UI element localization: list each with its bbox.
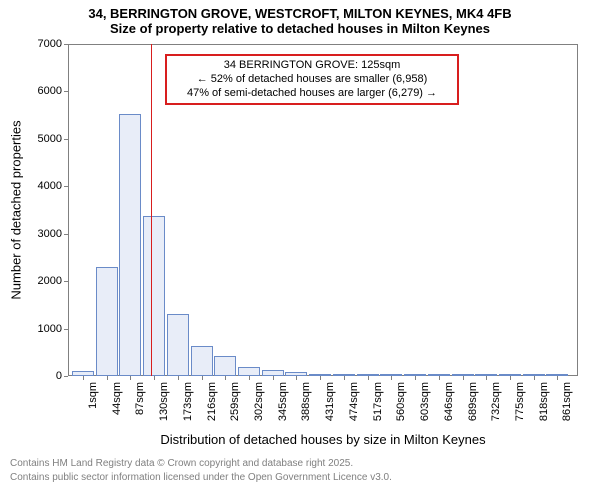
histogram-bar: [428, 374, 450, 376]
histogram-bar: [72, 371, 94, 376]
ytick-label: 0: [56, 370, 68, 382]
footer-line1: Contains HM Land Registry data © Crown c…: [10, 458, 353, 469]
histogram-bar: [499, 374, 521, 376]
xtick-label: 388sqm: [300, 376, 312, 421]
info-box-line1: 34 BERRINGTON GROVE: 125sqm: [173, 59, 451, 73]
ytick-label: 3000: [38, 228, 68, 240]
xtick-label: 216sqm: [206, 376, 218, 421]
xtick-label: 603sqm: [419, 376, 431, 421]
title-line2: Size of property relative to detached ho…: [0, 21, 600, 36]
xtick-label: 732sqm: [490, 376, 502, 421]
histogram-bar: [475, 374, 497, 376]
xtick-label: 44sqm: [111, 376, 123, 415]
title-line1: 34, BERRINGTON GROVE, WESTCROFT, MILTON …: [0, 0, 600, 21]
histogram-bar: [143, 216, 165, 376]
ytick-label: 4000: [38, 180, 68, 192]
xtick-label: 517sqm: [372, 376, 384, 421]
y-axis-label: Number of detached properties: [9, 120, 24, 299]
histogram-bar: [96, 267, 118, 376]
histogram-bar: [238, 367, 260, 376]
xtick-label: 431sqm: [324, 376, 336, 421]
histogram-bar: [452, 374, 474, 376]
histogram-bar: [214, 356, 236, 376]
xtick-label: 87sqm: [134, 376, 146, 415]
ytick-label: 5000: [38, 133, 68, 145]
histogram-bar: [357, 374, 379, 376]
ytick-label: 1000: [38, 323, 68, 335]
histogram-bar: [191, 346, 213, 376]
histogram-bar: [546, 374, 568, 376]
xtick-label: 689sqm: [467, 376, 479, 421]
xtick-label: 130sqm: [158, 376, 170, 421]
ytick-label: 6000: [38, 85, 68, 97]
xtick-label: 775sqm: [514, 376, 526, 421]
xtick-label: 818sqm: [538, 376, 550, 421]
histogram-bar: [119, 114, 141, 376]
histogram-bar: [380, 374, 402, 376]
histogram-chart: 010002000300040005000600070001sqm44sqm87…: [68, 44, 578, 376]
xtick-label: 259sqm: [229, 376, 241, 421]
histogram-bar: [523, 374, 545, 376]
xtick-label: 646sqm: [443, 376, 455, 421]
histogram-bar: [262, 370, 284, 376]
x-axis-label: Distribution of detached houses by size …: [160, 432, 485, 447]
info-box: 34 BERRINGTON GROVE: 125sqm← 52% of deta…: [165, 54, 459, 105]
histogram-bar: [333, 374, 355, 376]
ytick-label: 7000: [38, 38, 68, 50]
histogram-bar: [404, 374, 426, 376]
histogram-bar: [167, 314, 189, 376]
ytick-label: 2000: [38, 275, 68, 287]
reference-line: [151, 44, 152, 376]
xtick-label: 173sqm: [182, 376, 194, 421]
info-box-line2: ← 52% of detached houses are smaller (6,…: [173, 73, 451, 87]
xtick-label: 345sqm: [277, 376, 289, 421]
xtick-label: 861sqm: [561, 376, 573, 421]
xtick-label: 474sqm: [348, 376, 360, 421]
histogram-bar: [285, 372, 307, 376]
footer-line2: Contains public sector information licen…: [10, 472, 392, 483]
xtick-label: 302sqm: [253, 376, 265, 421]
histogram-bar: [309, 374, 331, 376]
info-box-line3: 47% of semi-detached houses are larger (…: [173, 87, 451, 101]
xtick-label: 1sqm: [87, 376, 99, 409]
xtick-label: 560sqm: [395, 376, 407, 421]
